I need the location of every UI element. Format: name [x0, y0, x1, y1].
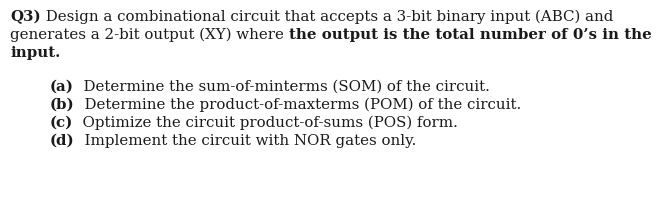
Text: Determine the sum-of-minterms (SOM) of the circuit.: Determine the sum-of-minterms (SOM) of t…: [74, 80, 490, 94]
Text: Implement the circuit with NOR gates only.: Implement the circuit with NOR gates onl…: [75, 134, 416, 148]
Text: (a): (a): [50, 80, 74, 94]
Text: (d): (d): [50, 134, 75, 148]
Text: Determine the product-of-maxterms (POM) of the circuit.: Determine the product-of-maxterms (POM) …: [75, 98, 521, 112]
Text: generates a 2-bit output (XY) where: generates a 2-bit output (XY) where: [10, 28, 289, 42]
Text: Optimize the circuit product-of-sums (POS) form.: Optimize the circuit product-of-sums (PO…: [73, 116, 458, 130]
Text: (c): (c): [50, 116, 73, 130]
Text: Q3): Q3): [10, 10, 41, 24]
Text: (b): (b): [50, 98, 75, 112]
Text: the output is the total number of 0’s in the: the output is the total number of 0’s in…: [289, 28, 651, 42]
Text: input.: input.: [10, 46, 60, 60]
Text: Design a combinational circuit that accepts a 3-bit binary input (ABC) and: Design a combinational circuit that acce…: [41, 10, 613, 24]
